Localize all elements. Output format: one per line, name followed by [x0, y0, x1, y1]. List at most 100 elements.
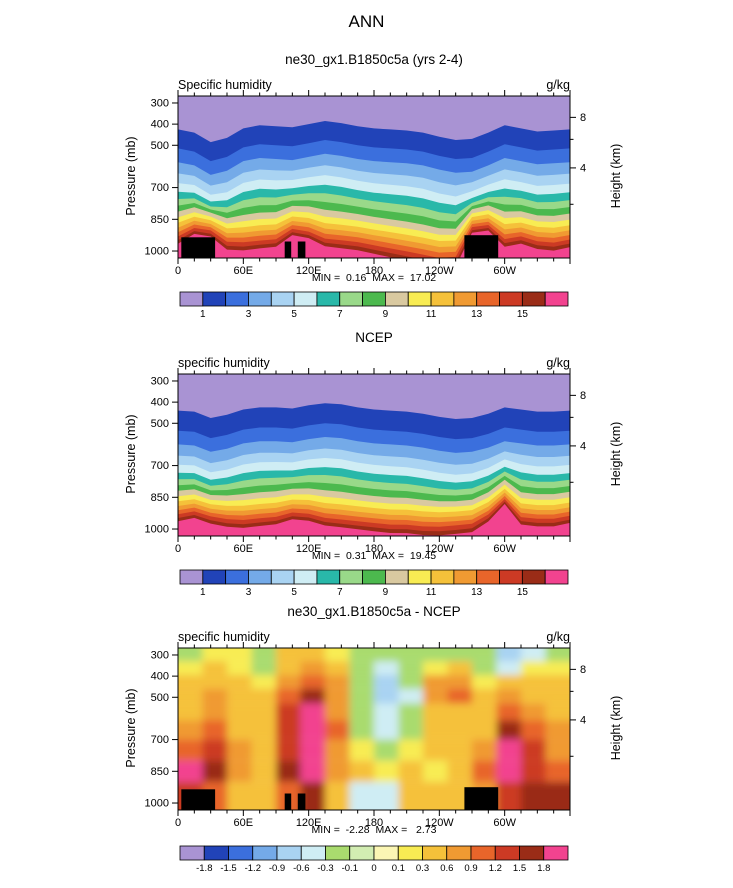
difference-cell	[300, 648, 325, 662]
difference-cell	[202, 675, 227, 689]
longitude-tick-label: 120E	[296, 817, 322, 829]
height-tick-label: 8	[580, 112, 586, 124]
difference-cell	[300, 720, 325, 740]
longitude-tick-label: 60W	[493, 265, 516, 277]
difference-cell	[178, 703, 203, 721]
difference-cell	[545, 760, 570, 782]
difference-cell	[447, 648, 472, 662]
difference-cell	[545, 739, 570, 761]
difference-cell	[202, 688, 227, 704]
longitude-tick-label: 120E	[296, 543, 322, 555]
difference-cell	[496, 739, 521, 761]
difference-cell	[447, 675, 472, 689]
colorbar-cell	[430, 569, 455, 585]
difference-cell	[423, 739, 448, 761]
colorbar-cell	[476, 291, 500, 307]
difference-cell	[398, 739, 423, 761]
difference-cell	[251, 781, 276, 810]
colorbar-cell	[397, 845, 423, 861]
difference-cell	[472, 648, 497, 662]
colorbar-cell	[362, 569, 386, 585]
pressure-tick-label: 850	[151, 214, 169, 226]
difference-cell	[325, 720, 350, 740]
colorbar-label: 5	[291, 587, 297, 598]
difference-cell	[227, 648, 252, 662]
colorbar-cell	[202, 569, 227, 585]
difference-cell	[178, 760, 203, 782]
difference-cell	[398, 648, 423, 662]
panel-2-height-axis-label: Height (km)	[609, 421, 623, 487]
topography-mask	[284, 241, 292, 258]
difference-cell	[325, 688, 350, 704]
height-tick-label: 4	[580, 162, 586, 174]
colorbar-label: 13	[471, 309, 483, 320]
difference-cell	[178, 675, 203, 689]
longitude-tick-label: 0	[175, 817, 181, 829]
colorbar-label: 7	[337, 587, 343, 598]
colorbar-label: 1.2	[489, 863, 502, 874]
colorbar-cell	[407, 291, 432, 307]
difference-cell	[227, 781, 252, 810]
difference-cell	[398, 720, 423, 740]
longitude-tick-label: 120W	[425, 265, 454, 277]
colorbar-label: 7	[337, 309, 343, 320]
difference-cell	[276, 760, 301, 782]
difference-cell	[496, 675, 521, 689]
difference-cell	[423, 720, 448, 740]
difference-cell	[349, 675, 374, 689]
colorbar-cell	[519, 845, 545, 861]
difference-cell	[227, 661, 252, 675]
colorbar-cell	[228, 845, 254, 861]
difference-cell	[472, 675, 497, 689]
difference-cell	[374, 675, 399, 689]
difference-cell	[276, 675, 301, 689]
difference-cell	[423, 648, 448, 662]
difference-cell	[349, 703, 374, 721]
colorbar-label: 15	[517, 309, 529, 320]
colorbar-label: 13	[471, 587, 483, 598]
difference-cell	[398, 781, 423, 810]
colorbar-label: 15	[517, 587, 529, 598]
difference-cell	[276, 703, 301, 721]
difference-cell	[423, 688, 448, 704]
longitude-tick-label: 60W	[493, 817, 516, 829]
panel-2-field-label: specific humidity	[178, 356, 270, 370]
colorbar-cell	[521, 569, 546, 585]
difference-cell	[251, 661, 276, 675]
colorbar-cell	[179, 291, 204, 307]
difference-cell	[325, 781, 350, 810]
pressure-tick-label: 1000	[145, 524, 169, 536]
difference-cell	[423, 703, 448, 721]
colorbar-cell	[494, 845, 520, 861]
longitude-tick-label: 0	[175, 543, 181, 555]
difference-cell	[276, 720, 301, 740]
difference-cell	[325, 703, 350, 721]
difference-cell	[251, 688, 276, 704]
panel-2-minmax: MIN = 0.31 MAX = 19.45	[311, 550, 437, 562]
panel-1-pressure-axis-label: Pressure (mb)	[124, 136, 138, 216]
difference-cell	[521, 703, 546, 721]
difference-cell	[545, 648, 570, 662]
difference-cell	[472, 661, 497, 675]
pressure-tick-label: 700	[151, 734, 169, 746]
colorbar-label: 11	[426, 309, 437, 320]
difference-cell	[349, 739, 374, 761]
colorbar-label: -0.6	[293, 863, 309, 874]
difference-cell	[496, 661, 521, 675]
difference-cell	[398, 661, 423, 675]
colorbar-label: -1.8	[196, 863, 212, 874]
difference-cell	[251, 675, 276, 689]
colorbar-label: -1.2	[245, 863, 261, 874]
difference-cell	[545, 675, 570, 689]
difference-cell	[227, 760, 252, 782]
panel-3-pressure-axis-label: Pressure (mb)	[124, 688, 138, 768]
difference-cell	[374, 688, 399, 704]
difference-cell	[325, 675, 350, 689]
colorbar-cell	[225, 569, 249, 585]
pressure-tick-label: 500	[151, 692, 169, 704]
colorbar-label: -0.9	[269, 863, 285, 874]
difference-cell	[325, 760, 350, 782]
difference-cell	[374, 760, 399, 782]
colorbar-label: 0.3	[416, 863, 429, 874]
plot-area-model	[178, 96, 570, 258]
